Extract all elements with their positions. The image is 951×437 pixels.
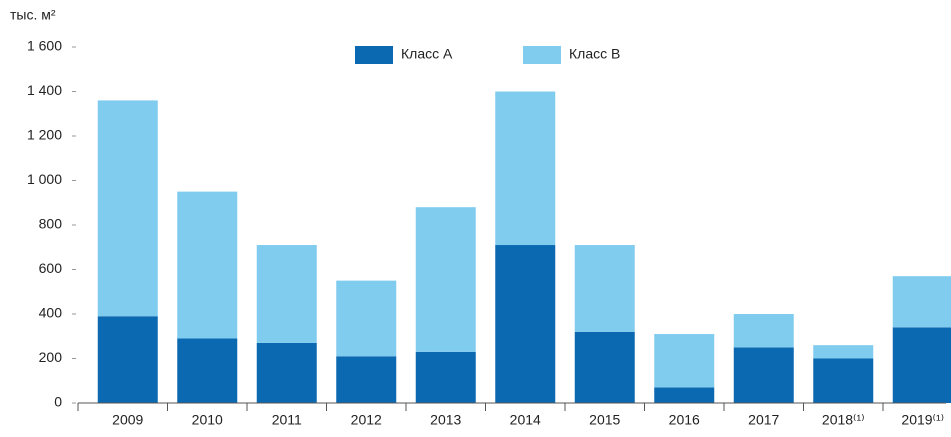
bar-segment: [813, 358, 874, 403]
y-tick-label: 600: [39, 260, 63, 276]
x-tick-label: 2011: [272, 412, 302, 428]
y-tick-label: 800: [39, 216, 63, 232]
x-tick-label: 2019⁽¹⁾: [901, 412, 944, 428]
bar-segment: [336, 356, 397, 403]
y-tick-label: 1 000: [27, 171, 62, 187]
x-tick-label: 2015: [589, 412, 620, 428]
bar-segment: [97, 100, 158, 317]
bar-segment: [654, 387, 715, 403]
bar-segment: [97, 316, 158, 403]
y-tick-label: 1 400: [27, 82, 62, 98]
y-tick-label: 1 600: [27, 38, 62, 54]
bar-segment: [574, 245, 635, 332]
bar-segment: [892, 327, 951, 403]
bar-segment: [495, 245, 556, 403]
y-tick-label: 200: [39, 349, 63, 365]
x-tick-label: 2018⁽¹⁾: [822, 412, 865, 428]
bar-segment: [415, 207, 476, 352]
x-tick-label: 2012: [351, 412, 382, 428]
bar-segment: [733, 347, 794, 403]
bar-segment: [177, 338, 238, 403]
x-tick-label: 2009: [112, 412, 143, 428]
y-tick-label: 1 200: [27, 127, 62, 143]
x-tick-label: 2017: [748, 412, 779, 428]
bar-segment: [256, 342, 317, 403]
x-tick-label: 2010: [192, 412, 223, 428]
bar-segment: [256, 245, 317, 343]
bar-segment: [574, 331, 635, 403]
x-tick-label: 2016: [669, 412, 700, 428]
bar-segment: [336, 280, 397, 357]
bar-segment: [177, 191, 238, 339]
legend-label: Класс В: [569, 46, 620, 62]
legend-swatch: [355, 46, 393, 64]
y-tick-label: 0: [54, 394, 62, 410]
x-tick-label: 2013: [430, 412, 461, 428]
y-tick-label: 400: [39, 305, 63, 321]
x-tick-label: 2014: [510, 412, 541, 428]
bar-segment: [495, 91, 556, 246]
bar-segment: [733, 314, 794, 348]
bar-segment: [892, 276, 951, 328]
bar-segment: [813, 345, 874, 359]
bar-segment: [415, 351, 476, 403]
legend-label: Класс А: [401, 46, 453, 62]
legend-swatch: [523, 46, 561, 64]
y-axis-label: тыс. м²: [10, 7, 56, 23]
bar-segment: [654, 334, 715, 388]
